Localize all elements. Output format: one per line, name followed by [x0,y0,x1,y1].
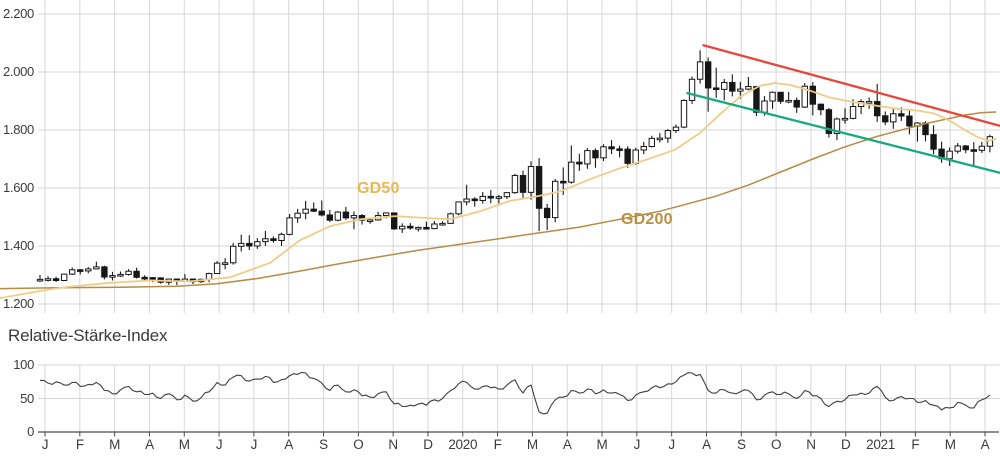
month-axis-label: J [668,437,675,452]
price-axis-tick-label: 2.000 [2,63,34,79]
month-axis-label: A [702,437,711,452]
gd50-line [0,82,997,300]
falling-resistance-trendline [702,43,1000,128]
price-axis-tick-label: 1.600 [2,179,34,195]
month-axis-label: O [771,437,782,452]
month-axis-label: A [284,437,294,452]
month-axis-label: S [736,437,746,452]
month-axis-label: A [980,437,990,452]
rsi-line [40,371,991,415]
rsi-axis-tick-label: 50 [20,390,34,406]
month-axis-label: F [911,437,920,452]
price-axis-tick-label: 1.400 [2,237,34,253]
gd50-moving-average-label: GD50 [357,180,400,197]
month-axis-label: J [41,437,49,452]
month-axis-label: F [493,437,502,452]
falling-support-trendline [686,91,1000,175]
month-axis-label: J [250,437,258,452]
month-axis-label: J [215,437,223,452]
month-axis-label: M [526,437,538,452]
price-axis-tick-label: 2.200 [2,6,34,21]
rsi-axis-tick-label: 100 [13,357,34,372]
gd200-line [0,111,997,290]
month-axis-label: A [562,437,572,452]
month-axis-label: S [319,437,328,452]
gd200-moving-average-label: GD200 [621,211,673,228]
month-axis-label: N [806,437,816,452]
rsi-axis-tick-label: 0 [27,424,34,439]
month-axis-label: D [841,437,851,452]
month-axis-label: M [178,437,190,452]
month-axis-label: 2020 [448,437,478,452]
rsi-panel-title: Relative-Stärke-Index [8,326,168,345]
month-axis-label: J [633,437,641,452]
price-axis-tick-label: 1.800 [2,121,34,137]
month-axis-label: M [109,437,121,452]
month-axis-label: O [353,437,364,452]
month-axis-label: D [423,437,433,452]
month-axis-label: M [944,437,956,452]
month-axis-label: A [145,437,154,452]
month-axis-label: 2021 [866,437,895,452]
price-axis-tick-label: 1.200 [2,295,34,311]
month-axis-label: N [388,437,398,452]
month-axis-label: F [75,437,84,452]
month-axis-label: M [596,437,608,452]
